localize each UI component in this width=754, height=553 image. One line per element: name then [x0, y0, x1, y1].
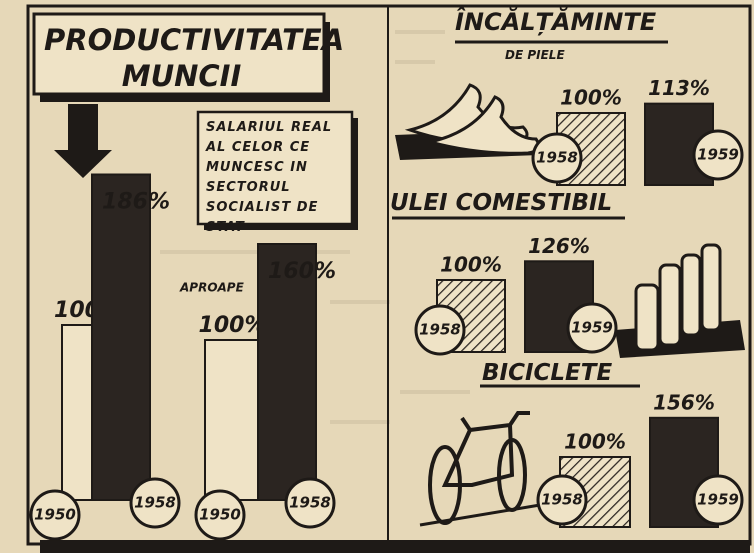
category-label: 1958	[541, 491, 583, 509]
value-label: 100%	[440, 253, 502, 277]
page: 100% 1950 186% 1958 100% 1950 160% 1958 APROAPE 1…	[0, 0, 754, 553]
chart-title: PRODUCTIVITATEA MUNCII	[44, 22, 319, 94]
value-label: 186%	[102, 190, 170, 215]
value-label: 100%	[199, 313, 267, 338]
value-label: 113%	[648, 76, 710, 100]
annotation: APROAPE	[179, 281, 245, 295]
category-label: 1958	[289, 494, 331, 512]
value-label: 100%	[564, 430, 626, 454]
chart-title: ÎNCĂLȚĂMINTE	[455, 8, 675, 36]
category-label: 1958	[419, 321, 461, 339]
chart-title: SALARIUL REAL AL CELOR CE MUNCESC IN SEC…	[206, 118, 348, 238]
value-label: 100%	[560, 86, 622, 110]
value-label: 156%	[653, 390, 715, 414]
category-label: 1950	[199, 506, 241, 524]
value-label: 160%	[268, 259, 336, 284]
category-label: 1958	[536, 149, 578, 167]
chart-title: BICICLETE	[482, 360, 652, 386]
bar	[205, 340, 260, 500]
bar	[92, 175, 150, 501]
category-label: 1959	[697, 146, 739, 164]
category-label: 1950	[34, 506, 76, 524]
chart-subtitle: DE PIELE	[505, 48, 565, 62]
bottom-strip	[40, 540, 750, 553]
category-label: 1959	[697, 491, 739, 509]
value-label: 126%	[528, 234, 590, 258]
category-label: 1958	[134, 494, 176, 512]
chart-title: ULEI COMESTIBIL	[390, 190, 640, 216]
category-label: 1959	[571, 319, 613, 337]
